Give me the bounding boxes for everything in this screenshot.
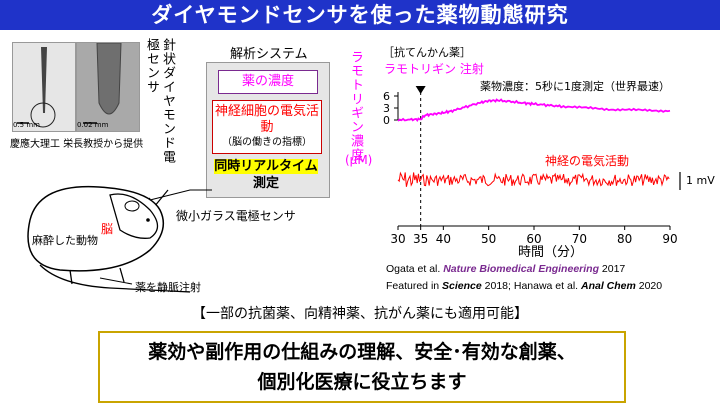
antiepileptic-label: ［抗てんかん薬］ [383,46,471,59]
drug-concentration-line [397,98,671,122]
x-tick-label: 90 [662,232,677,246]
x-tick-label: 35 [413,232,428,246]
injection-arrow [415,86,426,94]
neural-title: 神経細胞の電気活動 [214,104,319,135]
brain-label: 脳 [101,222,114,236]
scale-left-label: 0.5 mm [13,121,40,129]
animal-label: 麻酔した動物 [32,234,98,247]
x-axis-title: 時間（分） [518,245,584,260]
y-tick-label: 3 [383,102,390,115]
applicable-note: 【一部の抗菌薬、向精神薬、抗がん薬にも適用可能】 [192,306,528,322]
mouse-illustration [27,185,212,293]
x-tick-label: 80 [617,232,632,246]
ref2-post: 2020 [635,280,663,292]
mouse-tail [39,264,191,293]
y-tick-label: 0 [383,114,390,127]
ref1-pre: Ogata et al. [386,263,444,275]
sensor-label: 針状ダイヤモンド電極センサ [144,38,175,164]
conclusion-box: 薬効や副作用の仕組みの理解、安全･有効な創薬、 個別化医療に役立ちます [98,331,626,403]
sensor-photo-wide-drawing [17,47,56,128]
ref2-journal2: Anal Chem [580,280,636,292]
neural-activity-trace [397,171,670,187]
x-tick-label: 60 [526,232,541,246]
neural-series-label: 神経の電気活動 [545,154,630,168]
realtime-label: 同時リアルタイム 測定 [213,158,319,192]
ref1-journal: Nature Biomedical Engineering [443,263,599,275]
drug-conc-text: 薬の濃度 [241,74,294,89]
reference-1: Ogata et al. Nature Biomedical Engineeri… [386,263,625,275]
ref2-journal: Science [442,280,482,292]
conclusion-line-1: 薬効や副作用の仕組みの理解、安全･有効な創薬、 [148,341,576,363]
drug-conc-box: 薬の濃度 [218,70,318,94]
plot-y-label: ラモトリギン濃度 [348,50,363,162]
reference-2: Featured in Science 2018; Hanawa et al. … [386,280,662,292]
page-title: ダイヤモンドセンサを使った薬物動態研究 [0,0,720,30]
mouse-eye [146,218,150,222]
drug-conc-series-label: 薬物濃度：5秒に1度測定（世界最速） [480,80,670,93]
ref2-mid: 2018; Hanawa et al. [481,280,581,292]
x-tick-label: 30 [390,232,405,246]
connection-wire [149,189,212,201]
sensor-photo-wide [12,42,76,132]
x-tick-label: 40 [436,232,451,246]
realtime-text: 同時リアルタイム [214,159,318,174]
neural-box: 神経細胞の電気活動 （脳の働きの指標） [212,100,322,154]
sensor-photo-zoom [76,42,140,132]
mv-scale-label: 1 mV [686,174,715,187]
neural-sub: （脳の働きの指標） [222,137,312,148]
y-tick-label: 6 [383,90,390,103]
ref2-pre: Featured in [386,280,443,292]
mouse-head [109,193,159,239]
scale-right-label: 0.02 mm [77,121,109,129]
photo-credit: 慶應大理工 栄長教授から提供 [10,139,144,150]
x-tick-label: 70 [572,232,587,246]
mouse-ear [124,200,140,212]
injection-label: 薬を静脈注射 [135,281,201,294]
injection-drug-label: ラモトリギン 注射 [384,62,484,76]
injection-line [99,277,133,285]
plot-y-unit: (μM) [345,153,373,167]
conclusion-line-2: 個別化医療に役立ちます [257,371,467,393]
glass-sensor-label: 微小ガラス電極センサ [176,209,296,223]
x-tick-label: 50 [481,232,496,246]
ref1-post: 2017 [599,263,626,275]
analysis-title: 解析システム [230,47,308,62]
mouse-leg [69,267,125,285]
sensor-photo-zoom-drawing [83,42,122,124]
measure-text: 測定 [252,176,279,191]
